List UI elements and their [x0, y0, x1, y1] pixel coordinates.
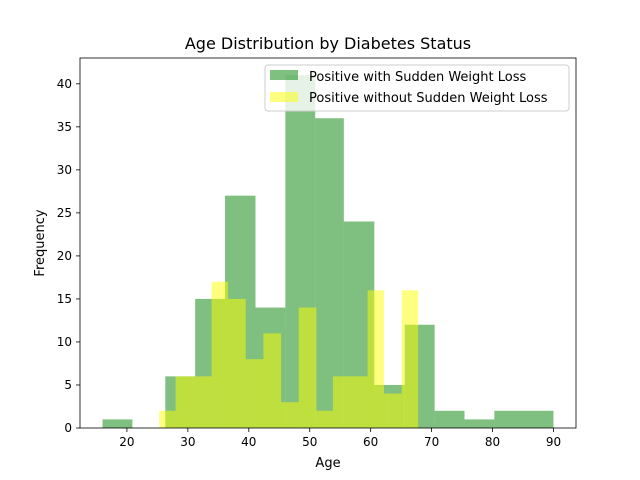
legend-swatch-with-weight-loss — [270, 70, 298, 80]
histogram-bar-series-0-bin-14 — [494, 410, 554, 428]
x-tick-label: 60 — [363, 435, 378, 449]
y-tick-label: 40 — [57, 77, 72, 91]
y-tick-label: 25 — [57, 206, 72, 220]
x-tick-label: 70 — [424, 435, 439, 449]
histogram-bar-series-0-bin-12 — [434, 410, 465, 428]
x-tick-label: 90 — [546, 435, 561, 449]
histogram-bar-series-1-bin-8 — [298, 307, 317, 428]
histogram-bar-series-1-bin-10 — [332, 376, 352, 428]
x-axis-ticks: 20 30 40 50 60 70 80 90 — [119, 428, 561, 449]
bars-layer — [102, 75, 554, 429]
histogram-bar-series-1-bin-12 — [367, 290, 385, 428]
y-tick-label: 30 — [57, 163, 72, 177]
y-tick-label: 5 — [64, 378, 72, 392]
histogram-bar-series-1-bin-13 — [384, 393, 402, 428]
chart-title: Age Distribution by Diabetes Status — [185, 34, 471, 53]
histogram-bar-series-1-bin-4 — [228, 298, 246, 428]
legend-label-without-weight-loss: Positive without Sudden Weight Loss — [309, 91, 548, 106]
histogram-bar-series-1-bin-7 — [281, 402, 299, 428]
legend-label-with-weight-loss: Positive with Sudden Weight Loss — [309, 70, 526, 85]
y-axis-label: Frequency — [33, 209, 48, 276]
y-tick-label: 20 — [57, 249, 72, 263]
x-tick-label: 80 — [485, 435, 500, 449]
x-axis-label: Age — [315, 456, 340, 471]
x-tick-label: 50 — [302, 435, 317, 449]
histogram-bar-series-1-bin-0 — [159, 410, 176, 428]
histogram-bar-series-1-bin-2 — [195, 376, 212, 428]
histogram-bar-series-1-bin-3 — [211, 281, 229, 428]
histogram-bar-series-1-bin-6 — [263, 333, 282, 428]
legend-swatch-without-weight-loss — [270, 92, 298, 102]
histogram-bar-series-1-bin-14 — [401, 290, 419, 428]
histogram-bar-series-1-bin-5 — [245, 359, 264, 428]
y-tick-label: 15 — [57, 292, 72, 306]
y-tick-label: 0 — [64, 421, 72, 435]
x-tick-label: 40 — [241, 435, 256, 449]
legend-box — [264, 64, 570, 112]
histogram-bar-series-1-bin-1 — [175, 376, 196, 428]
x-tick-label: 30 — [180, 435, 195, 449]
histogram-bar-series-0-bin-0 — [102, 419, 133, 428]
y-tick-label: 10 — [57, 335, 72, 349]
histogram-bar-series-0-bin-1 — [165, 376, 176, 428]
y-axis-ticks: 0 5 10 15 20 25 30 35 40 — [57, 77, 80, 435]
legend: Positive with Sudden Weight Loss Positiv… — [264, 64, 570, 112]
plot-frame — [79, 57, 577, 429]
x-tick-label: 20 — [119, 435, 134, 449]
histogram-bar-series-1-bin-11 — [351, 376, 368, 428]
histogram-bar-series-0-bin-13 — [464, 419, 495, 428]
y-tick-label: 35 — [57, 120, 72, 134]
histogram-bar-series-1-bin-9 — [316, 410, 333, 428]
